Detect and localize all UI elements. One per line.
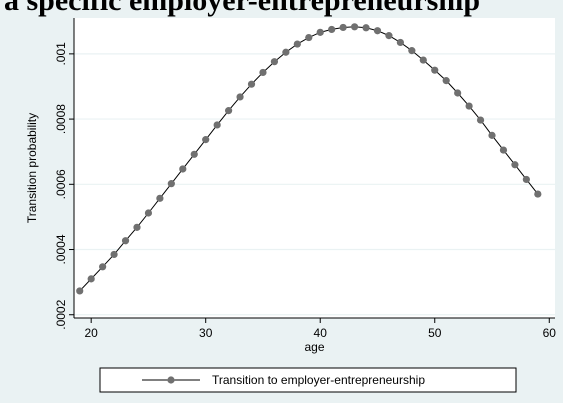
data-point-20 <box>305 33 313 42</box>
x-tick-label-0: 20 <box>84 326 98 340</box>
x-tick-label-1: 30 <box>199 326 213 340</box>
data-point-19 <box>293 40 301 48</box>
y-axis-ticks: .0002 .0004 .0006 .0008 .001 <box>54 42 74 330</box>
gridlines <box>74 53 555 316</box>
data-point-15 <box>247 80 256 88</box>
legend-label: Transition to employer-entrepreneurship <box>212 373 425 387</box>
x-tick-label-3: 50 <box>428 326 442 340</box>
y-tick-label-0: .0002 <box>54 299 68 329</box>
data-point-6 <box>144 209 153 217</box>
legend-box <box>99 367 517 393</box>
data-point-0 <box>76 287 84 295</box>
data-point-14 <box>236 93 244 101</box>
data-point-8 <box>167 180 175 188</box>
data-point-27 <box>385 32 393 40</box>
data-point-10 <box>190 150 198 158</box>
data-point-13 <box>225 107 233 115</box>
data-point-12 <box>213 121 221 129</box>
y-tick-label-2: .0006 <box>54 169 68 199</box>
data-point-39 <box>522 175 530 184</box>
data-point-4 <box>121 237 130 245</box>
data-point-18 <box>282 48 290 56</box>
x-axis-title: age <box>304 340 324 354</box>
x-tick-label-4: 60 <box>543 326 557 340</box>
data-point-5 <box>133 223 141 231</box>
data-point-35 <box>476 116 485 124</box>
data-point-23 <box>339 23 347 32</box>
data-point-32 <box>442 77 450 85</box>
data-point-1 <box>87 275 95 283</box>
data-point-40 <box>534 190 542 198</box>
data-point-29 <box>408 47 416 55</box>
data-point-21 <box>316 28 324 36</box>
data-point-33 <box>454 89 462 97</box>
data-point-34 <box>465 102 473 110</box>
data-point-7 <box>156 194 164 202</box>
data-point-22 <box>328 25 336 34</box>
data-point-2 <box>99 263 107 271</box>
series-markers <box>76 23 542 295</box>
data-point-3 <box>110 250 118 259</box>
data-point-28 <box>396 38 404 47</box>
data-point-17 <box>270 58 279 66</box>
data-point-36 <box>488 131 496 139</box>
data-point-9 <box>179 165 187 173</box>
data-point-24 <box>350 23 359 31</box>
plot-region <box>74 18 555 318</box>
y-tick-label-1: .0004 <box>54 234 68 264</box>
data-point-37 <box>499 146 508 154</box>
data-point-31 <box>431 66 439 74</box>
y-tick-label-3: .0008 <box>54 104 68 134</box>
header-title-fragment: a specific employer-entrepreneurship <box>4 0 481 17</box>
legend-marker-sample <box>167 376 175 384</box>
y-axis-title: Transition probability <box>25 113 39 223</box>
data-point-38 <box>511 161 519 169</box>
x-axis-ticks: 20 30 40 50 60 <box>84 318 556 340</box>
y-tick-label-4: .001 <box>54 42 68 66</box>
x-tick-label-2: 40 <box>314 326 328 340</box>
data-point-25 <box>362 24 370 32</box>
data-point-11 <box>202 136 210 144</box>
data-point-26 <box>373 27 382 35</box>
data-point-30 <box>419 56 427 64</box>
data-point-16 <box>259 68 267 77</box>
